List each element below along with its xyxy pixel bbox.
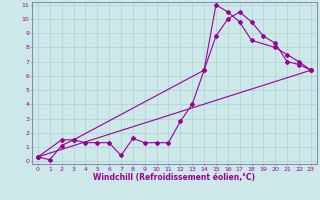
X-axis label: Windchill (Refroidissement éolien,°C): Windchill (Refroidissement éolien,°C) xyxy=(93,173,255,182)
